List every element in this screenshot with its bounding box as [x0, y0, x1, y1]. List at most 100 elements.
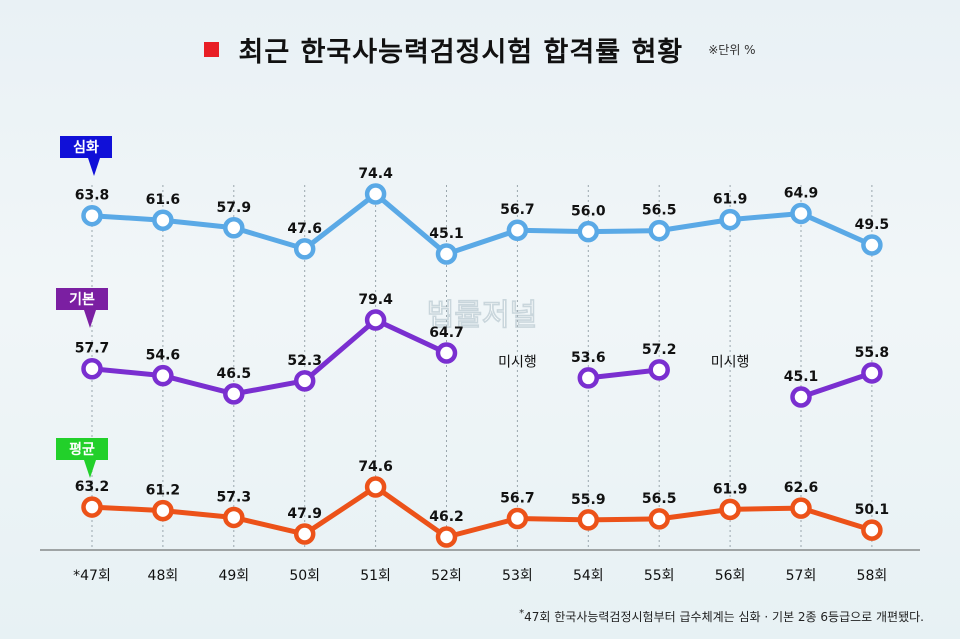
data-label: 56.0 [571, 204, 606, 220]
data-label: 56.5 [642, 203, 677, 219]
legend-pointer [88, 158, 100, 176]
data-point [506, 219, 529, 241]
data-point [790, 202, 812, 225]
chart-title: 최근 한국사능력검정시험 합격률 현황 [238, 37, 684, 68]
x-tick-label: 54회 [573, 568, 604, 584]
data-label: 61.9 [713, 481, 748, 497]
legend-label: 평균 [69, 441, 95, 458]
x-tick-label: 57회 [786, 568, 817, 584]
title-square-icon [204, 42, 220, 57]
series-lines: 63.8 61.6 57.9 47.6 74.4 45.1 56.7 56.0 56.5 61.9… [75, 166, 890, 548]
data-label: 64.7 [429, 325, 464, 341]
footnote-text: 47회 한국사능력검정시험부터 급수체계는 심화 · 기본 2종 6등급으로 개… [524, 610, 924, 624]
data-point [364, 183, 387, 205]
data-point [861, 362, 883, 384]
data-point [152, 364, 174, 387]
data-label: 46.2 [429, 509, 464, 525]
data-point [577, 367, 600, 389]
missing-label: 미시행 [498, 355, 537, 371]
data-point [577, 220, 600, 243]
data-label: 61.6 [146, 192, 181, 208]
legend-label: 기본 [69, 292, 95, 308]
series-line [91, 317, 448, 397]
data-point [861, 519, 883, 541]
series-line [588, 367, 660, 381]
x-tick-label: *47회 [73, 568, 111, 584]
data-point [81, 496, 103, 518]
footnote: *47회 한국사능력검정시험부터 급수체계는 심화 · 기본 2종 6등급으로 … [519, 608, 924, 625]
x-tick-label: 55회 [644, 568, 675, 584]
data-label: 61.9 [713, 192, 748, 208]
x-tick-label: 58회 [857, 568, 888, 584]
legend-pointer [84, 460, 96, 478]
data-point [435, 526, 458, 548]
data-point [293, 370, 316, 392]
data-point [81, 204, 103, 227]
data-point [719, 208, 741, 231]
legend-label: 심화 [73, 140, 99, 156]
series-line [800, 370, 873, 400]
data-label: 56.7 [500, 491, 535, 507]
data-point [293, 523, 316, 545]
data-label: 57.3 [217, 489, 252, 505]
series-line [91, 484, 873, 540]
x-tick-label: 49회 [218, 568, 249, 584]
data-point [648, 219, 670, 242]
data-point [719, 498, 741, 521]
data-label: 46.5 [217, 366, 252, 382]
legend-tag [60, 136, 112, 158]
data-label: 45.1 [429, 226, 464, 242]
data-label: 64.9 [784, 185, 819, 201]
data-point [861, 234, 883, 256]
x-tick-label: 48회 [148, 568, 179, 584]
data-point [648, 508, 670, 530]
data-label: 53.6 [571, 350, 606, 366]
data-label: 56.5 [642, 491, 677, 507]
data-label: 54.6 [146, 348, 181, 364]
legend-tag [56, 438, 108, 460]
data-point [506, 507, 529, 530]
data-point [648, 359, 670, 381]
legend-pointer [84, 310, 96, 328]
x-tick-labels: *47회 48회 49회 50회 51회 52회 53회 54회 55회 56회 57회 58회 [73, 568, 887, 584]
data-label: 49.5 [855, 217, 890, 233]
unit-note: ※단위 % [708, 43, 756, 57]
data-point [435, 342, 458, 364]
data-point [364, 476, 387, 498]
x-tick-label: 52회 [431, 568, 462, 584]
x-tick-label: 56회 [715, 568, 746, 584]
footnote-mark: * [519, 608, 525, 619]
data-point [293, 238, 316, 260]
x-tick-label: 51회 [360, 568, 391, 584]
data-label: 55.9 [571, 492, 606, 508]
data-label: 57.7 [75, 341, 110, 357]
data-point [790, 386, 812, 408]
data-point [223, 383, 245, 405]
legend-tag [56, 288, 108, 310]
data-label: 56.7 [500, 202, 535, 218]
data-point [435, 243, 458, 265]
data-point [152, 499, 174, 522]
data-label: 45.1 [784, 369, 819, 385]
chart-title-row: 최근 한국사능력검정시험 합격률 현황 ※단위 % [0, 30, 960, 69]
data-label: 47.6 [287, 221, 322, 237]
data-label: 52.3 [287, 353, 322, 369]
data-label: 79.4 [358, 292, 393, 308]
data-label: 74.4 [358, 166, 393, 182]
data-label: 74.6 [358, 459, 393, 475]
data-label: 61.2 [146, 483, 181, 499]
data-point [81, 357, 103, 380]
series-line [91, 191, 873, 257]
data-point [223, 506, 245, 529]
data-point [364, 309, 387, 331]
data-label: 62.6 [784, 480, 819, 496]
missing-label: 미시행 [711, 355, 750, 371]
data-label: 55.8 [855, 345, 890, 361]
x-tick-label: 53회 [502, 568, 533, 584]
data-label: 47.9 [287, 506, 322, 522]
data-label: 63.8 [75, 188, 110, 204]
data-label: 57.9 [217, 200, 252, 216]
data-point [790, 497, 812, 519]
